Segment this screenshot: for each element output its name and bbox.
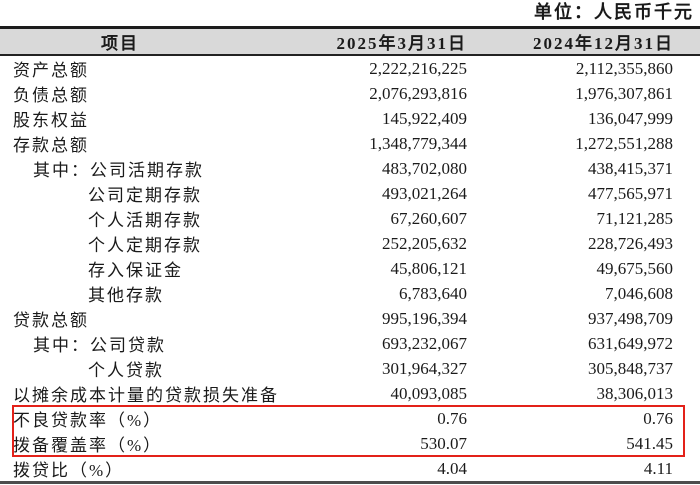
value-current-period: 301,964,327 bbox=[382, 358, 467, 378]
value-prior-period: 438,415,371 bbox=[588, 158, 673, 178]
table-row: 以摊余成本计量的贷款损失准备 40,093,085 38,306,013 bbox=[0, 381, 700, 406]
value-prior-period: 7,046,608 bbox=[605, 283, 673, 303]
table-row: 公司定期存款 493,021,264 477,565,971 bbox=[0, 181, 700, 206]
table-row: 贷款总额 995,196,394 937,498,709 bbox=[0, 306, 700, 331]
row-label: 个人定期存款 bbox=[88, 236, 202, 255]
value-current-period: 67,260,607 bbox=[390, 208, 468, 228]
table-row: 拨备覆盖率（%） 530.07 541.45 bbox=[0, 431, 700, 456]
row-label: 存款总额 bbox=[13, 136, 89, 155]
value-current-period: 252,205,632 bbox=[382, 233, 467, 253]
column-header-current-period: 2025年3月31日 bbox=[240, 27, 475, 56]
row-label: 其他存款 bbox=[88, 286, 164, 305]
value-prior-period: 0.76 bbox=[643, 408, 673, 428]
table-row: 存入保证金 45,806,121 49,675,560 bbox=[0, 256, 700, 281]
value-current-period: 1,348,779,344 bbox=[369, 133, 467, 153]
row-label: 以摊余成本计量的贷款损失准备 bbox=[13, 386, 279, 405]
row-label: 公司定期存款 bbox=[88, 186, 202, 205]
value-prior-period: 1,272,551,288 bbox=[575, 133, 673, 153]
value-prior-period: 136,047,999 bbox=[588, 108, 673, 128]
table-row: 其中：公司活期存款 483,702,080 438,415,371 bbox=[0, 156, 700, 181]
table-row: 个人贷款 301,964,327 305,848,737 bbox=[0, 356, 700, 381]
value-prior-period: 477,565,971 bbox=[588, 183, 673, 203]
value-current-period: 693,232,067 bbox=[382, 333, 467, 353]
column-header-item: 项目 bbox=[0, 27, 240, 56]
value-prior-period: 71,121,285 bbox=[596, 208, 674, 228]
value-current-period: 995,196,394 bbox=[382, 308, 467, 328]
row-label: 不良贷款率（%） bbox=[13, 411, 163, 430]
value-current-period: 6,783,640 bbox=[399, 283, 467, 303]
row-label: 个人贷款 bbox=[88, 361, 164, 380]
row-label: 贷款总额 bbox=[13, 311, 89, 330]
value-current-period: 45,806,121 bbox=[390, 258, 468, 278]
value-prior-period: 305,848,737 bbox=[588, 358, 673, 378]
table-row: 个人活期存款 67,260,607 71,121,285 bbox=[0, 206, 700, 231]
row-label: 拨备覆盖率（%） bbox=[13, 436, 163, 455]
table-row: 股东权益 145,922,409 136,047,999 bbox=[0, 106, 700, 131]
report-table: 项目 2025年3月31日 2024年12月31日 资产总额 2,222,216,… bbox=[0, 26, 700, 484]
value-prior-period: 1,976,307,861 bbox=[575, 83, 673, 103]
table-row: 其他存款 6,783,640 7,046,608 bbox=[0, 281, 700, 306]
row-label: 存入保证金 bbox=[88, 261, 183, 280]
row-label: 股东权益 bbox=[13, 111, 89, 130]
row-label: 其中：公司贷款 bbox=[33, 336, 166, 355]
value-prior-period: 937,498,709 bbox=[588, 308, 673, 328]
value-prior-period: 2,112,355,860 bbox=[575, 58, 673, 78]
table-body: 资产总额 2,222,216,225 2,112,355,860 负债总额 2,076,… bbox=[0, 55, 700, 483]
table-row: 负债总额 2,076,293,816 1,976,307,861 bbox=[0, 81, 700, 106]
value-current-period: 530.07 bbox=[420, 433, 467, 453]
value-current-period: 493,021,264 bbox=[382, 183, 467, 203]
row-label: 个人活期存款 bbox=[88, 211, 202, 230]
value-prior-period: 228,726,493 bbox=[588, 233, 673, 253]
table-row: 资产总额 2,222,216,225 2,112,355,860 bbox=[0, 55, 700, 81]
column-header-prior-period: 2024年12月31日 bbox=[475, 27, 700, 56]
value-current-period: 4.04 bbox=[437, 458, 467, 478]
row-label: 负债总额 bbox=[13, 86, 89, 105]
row-label: 其中：公司活期存款 bbox=[33, 161, 204, 180]
value-prior-period: 38,306,013 bbox=[596, 383, 674, 403]
unit-label: 单位：人民币千元 bbox=[534, 2, 694, 22]
row-label: 拨贷比（%） bbox=[13, 461, 125, 480]
value-current-period: 483,702,080 bbox=[382, 158, 467, 178]
value-current-period: 145,922,409 bbox=[382, 108, 467, 128]
table-row: 存款总额 1,348,779,344 1,272,551,288 bbox=[0, 131, 700, 156]
value-current-period: 2,076,293,816 bbox=[369, 83, 467, 103]
table-header-row: 项目 2025年3月31日 2024年12月31日 bbox=[0, 27, 700, 56]
value-current-period: 0.76 bbox=[437, 408, 467, 428]
value-current-period: 40,093,085 bbox=[390, 383, 468, 403]
table-row: 拨贷比（%） 4.04 4.11 bbox=[0, 456, 700, 483]
value-prior-period: 49,675,560 bbox=[596, 258, 674, 278]
row-label: 资产总额 bbox=[13, 61, 89, 80]
table-row: 其中：公司贷款 693,232,067 631,649,972 bbox=[0, 331, 700, 356]
value-current-period: 2,222,216,225 bbox=[369, 58, 467, 78]
value-prior-period: 4.11 bbox=[643, 458, 673, 478]
value-prior-period: 631,649,972 bbox=[588, 333, 673, 353]
table-row: 个人定期存款 252,205,632 228,726,493 bbox=[0, 231, 700, 256]
table-row: 不良贷款率（%） 0.76 0.76 bbox=[0, 406, 700, 431]
value-prior-period: 541.45 bbox=[626, 433, 673, 453]
